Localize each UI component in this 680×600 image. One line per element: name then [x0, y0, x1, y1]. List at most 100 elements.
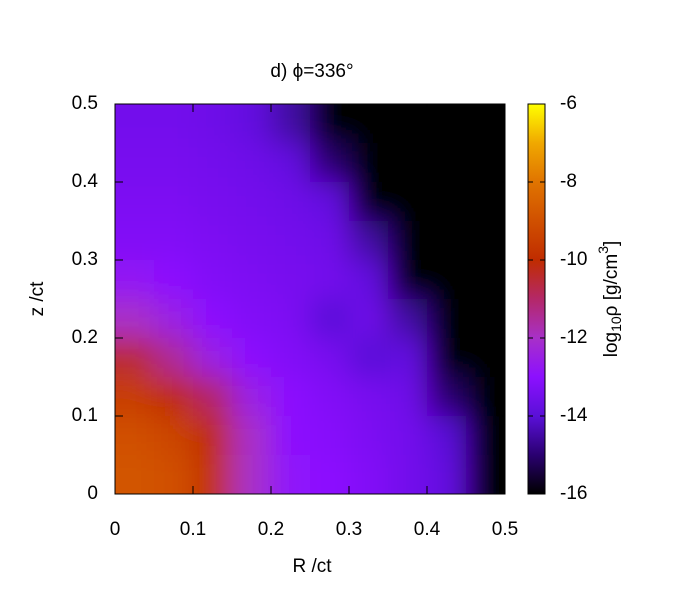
- heat-cell: [388, 377, 428, 417]
- heat-cell: [310, 338, 350, 378]
- heat-cell: [388, 104, 428, 144]
- heat-cell: [349, 377, 389, 417]
- heat-cell: [310, 455, 350, 494]
- heat-cell: [193, 377, 233, 417]
- heat-cell: [466, 143, 505, 183]
- x-tick-label: 0.3: [336, 519, 362, 540]
- heat-cell: [232, 104, 272, 144]
- heat-cell: [310, 182, 350, 222]
- heat-cell: [154, 377, 194, 417]
- plot-frame: [114, 103, 506, 495]
- y-tick-label: 0.1: [72, 405, 98, 426]
- y-axis-label: z /ct: [27, 281, 48, 317]
- heat-cell: [388, 221, 428, 261]
- heat-cell: [115, 416, 155, 456]
- heat-cell: [154, 338, 194, 378]
- heat-cell: [349, 416, 389, 456]
- heat-cell: [388, 416, 428, 456]
- heat-cell: [349, 182, 389, 222]
- heat-cell: [310, 143, 350, 183]
- heat-cell: [349, 104, 389, 144]
- heat-cell: [232, 182, 272, 222]
- heat-cell: [115, 455, 155, 494]
- heat-cell: [310, 416, 350, 456]
- heat-cell: [427, 221, 467, 261]
- heat-cell: [427, 455, 467, 494]
- heat-cell: [115, 143, 155, 183]
- heat-cell: [427, 416, 467, 456]
- heat-cell: [193, 260, 233, 300]
- heat-cell: [466, 182, 505, 222]
- heat-cell: [232, 260, 272, 300]
- heat-cell: [427, 182, 467, 222]
- heat-cell: [388, 260, 428, 300]
- heat-cell: [115, 377, 155, 417]
- heat-cell: [115, 221, 155, 261]
- heat-cell: [271, 338, 311, 378]
- heat-cell: [349, 299, 389, 339]
- heat-cell: [388, 455, 428, 494]
- heat-cell: [115, 260, 155, 300]
- heat-cell: [466, 338, 505, 378]
- heat-cell: [310, 299, 350, 339]
- heat-cell: [427, 143, 467, 183]
- colorbar-tick-label: -6: [560, 93, 577, 114]
- label-sub: 10: [608, 316, 624, 332]
- heat-cell: [427, 104, 467, 144]
- heat-cell: [154, 260, 194, 300]
- colorbar-tick-label: -10: [560, 249, 587, 270]
- colorbar-tick-label: -14: [560, 405, 588, 426]
- y-tick-label: 0.5: [72, 93, 98, 114]
- y-tick-label: 0.2: [72, 327, 98, 348]
- heat-cell: [271, 260, 311, 300]
- heat-cell: [427, 377, 467, 417]
- heat-cell: [271, 299, 311, 339]
- heat-cell: [232, 416, 272, 456]
- heat-cell: [271, 143, 311, 183]
- heat-cell: [310, 104, 350, 144]
- heat-cell: [193, 182, 233, 222]
- heat-cell: [232, 377, 272, 417]
- x-tick-label: 0.5: [492, 519, 518, 540]
- x-tick-label: 0.4: [414, 519, 441, 540]
- x-tick-label: 0.2: [258, 519, 284, 540]
- colorbar-tick-label: -8: [560, 171, 577, 192]
- x-tick-label: 0: [110, 519, 121, 540]
- y-tick-label: 0.3: [72, 249, 98, 270]
- heat-cell: [115, 338, 155, 378]
- heat-cell: [193, 221, 233, 261]
- heat-cell: [466, 416, 505, 456]
- heat-cell: [232, 299, 272, 339]
- heat-cell: [349, 221, 389, 261]
- heat-cell: [388, 299, 428, 339]
- x-tick-label: 0.1: [180, 519, 206, 540]
- heat-cell: [466, 299, 505, 339]
- heat-cell: [115, 182, 155, 222]
- y-tick-label: 0.4: [72, 171, 99, 192]
- heat-cell: [271, 104, 311, 144]
- heat-cell: [232, 221, 272, 261]
- heat-cell: [349, 338, 389, 378]
- heat-cell: [232, 455, 272, 494]
- heat-cell: [466, 455, 505, 494]
- label-part: ]: [601, 241, 622, 246]
- label-part: log: [601, 332, 622, 357]
- heat-cell: [193, 143, 233, 183]
- heatmap-cells: [115, 104, 505, 494]
- label-sup: 3: [595, 246, 611, 254]
- heat-cell: [466, 104, 505, 144]
- heat-cell: [310, 260, 350, 300]
- colorbar-tick-label: -12: [560, 327, 587, 348]
- heat-cell: [427, 338, 467, 378]
- heat-cell: [271, 377, 311, 417]
- heat-cell: [310, 377, 350, 417]
- heat-cell: [310, 221, 350, 261]
- heat-cell: [193, 416, 233, 456]
- heat-cell: [154, 182, 194, 222]
- heat-cell: [193, 299, 233, 339]
- heat-cell: [388, 182, 428, 222]
- x-axis-label: R /ct: [292, 556, 332, 577]
- heat-cell: [349, 143, 389, 183]
- colorbar-tick-label: -16: [560, 483, 587, 504]
- heat-cell: [115, 104, 155, 144]
